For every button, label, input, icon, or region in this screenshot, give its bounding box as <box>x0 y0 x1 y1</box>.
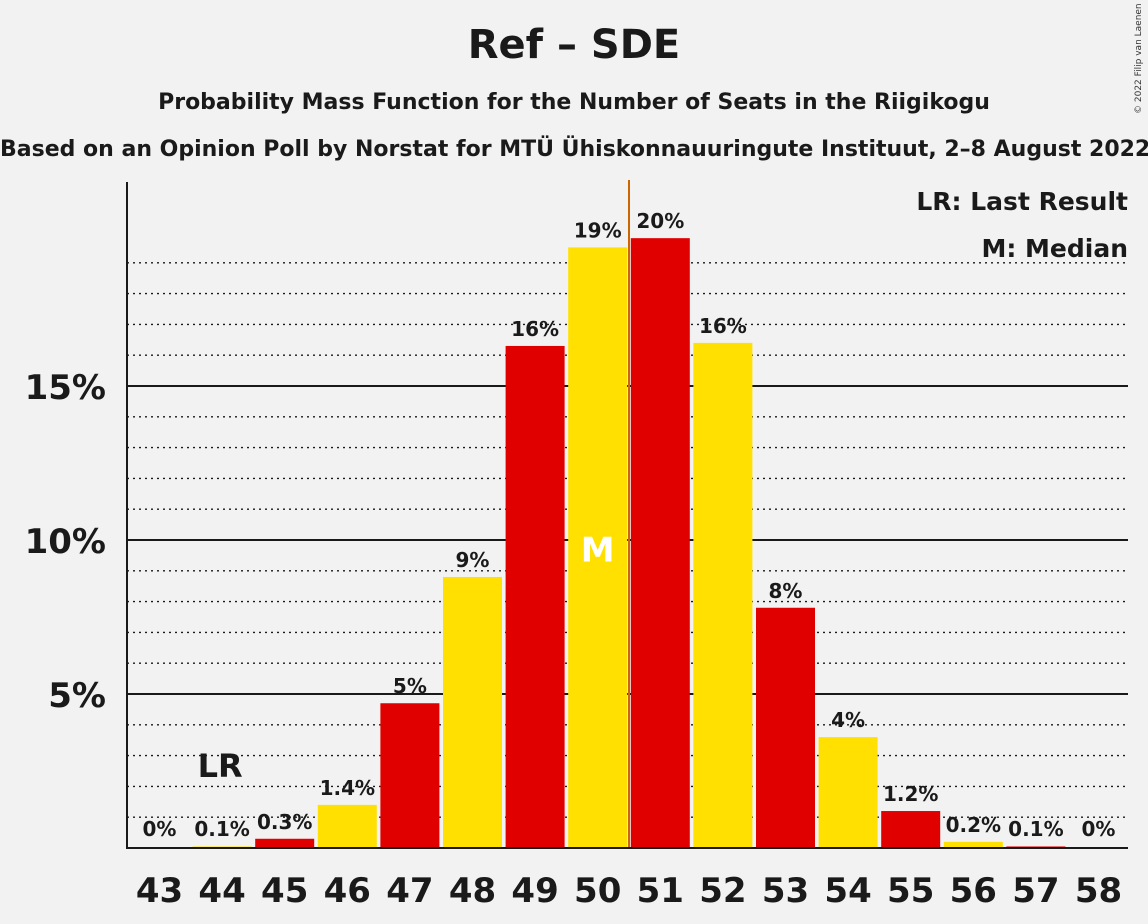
x-tick-label: 45 <box>261 871 308 911</box>
x-tick-label: 47 <box>386 871 433 911</box>
median-marker: M <box>581 531 615 571</box>
value-label: 0% <box>1082 817 1116 841</box>
bar-seat-53 <box>756 607 815 848</box>
x-tick-label: 44 <box>198 871 245 911</box>
bar-seat-45 <box>255 838 315 848</box>
y-tick-label: 15% <box>25 368 106 408</box>
bar-seat-48 <box>443 576 502 848</box>
x-tick-label: 51 <box>637 871 684 911</box>
value-label: 16% <box>511 317 559 341</box>
bar-seat-55 <box>881 811 941 848</box>
chart-title: Ref – SDE <box>467 22 681 68</box>
value-label: 1.2% <box>883 782 938 806</box>
bar-seat-56 <box>943 841 1003 848</box>
x-tick-label: 55 <box>887 871 934 911</box>
value-label: 0.3% <box>257 810 312 834</box>
x-tick-label: 46 <box>324 871 371 911</box>
bar-seat-54 <box>818 737 878 848</box>
x-tick-label: 52 <box>699 871 746 911</box>
value-label: 9% <box>456 548 490 572</box>
value-label: 8% <box>769 579 803 603</box>
chart-subtitle: Probability Mass Function for the Number… <box>158 90 990 115</box>
value-label: 0.2% <box>946 813 1001 837</box>
legend-entry: LR: Last Result <box>916 187 1128 216</box>
value-label: 0.1% <box>194 817 249 841</box>
value-label: 5% <box>393 674 427 698</box>
bar-seat-51 <box>630 238 690 848</box>
value-label: 20% <box>636 209 684 233</box>
bar-seat-47 <box>380 703 440 848</box>
value-label: 4% <box>831 708 865 732</box>
x-tick-label: 50 <box>574 871 621 911</box>
x-tick-label: 48 <box>449 871 496 911</box>
bar-seat-52 <box>693 342 753 848</box>
x-tick-label: 43 <box>136 871 183 911</box>
value-label: 16% <box>699 314 747 338</box>
last-result-marker: LR <box>198 747 243 785</box>
x-tick-label: 58 <box>1075 871 1122 911</box>
value-label: 19% <box>574 218 622 242</box>
x-tick-label: 57 <box>1012 871 1059 911</box>
x-tick-label: 53 <box>762 871 809 911</box>
x-tick-label: 49 <box>511 871 558 911</box>
legend-entry: M: Median <box>981 234 1128 263</box>
x-tick-label: 56 <box>950 871 997 911</box>
y-tick-label: 10% <box>25 522 106 562</box>
x-tick-label: 54 <box>824 871 871 911</box>
bar-seat-46 <box>317 804 377 848</box>
y-tick-label: 5% <box>48 676 106 716</box>
value-label: 0% <box>143 817 177 841</box>
value-label: 1.4% <box>320 776 375 800</box>
chart-source-subtitle: Based on an Opinion Poll by Norstat for … <box>0 137 1148 162</box>
value-label: 0.1% <box>1008 817 1063 841</box>
bar-seat-50 <box>568 247 628 848</box>
bar-seat-49 <box>505 345 565 848</box>
